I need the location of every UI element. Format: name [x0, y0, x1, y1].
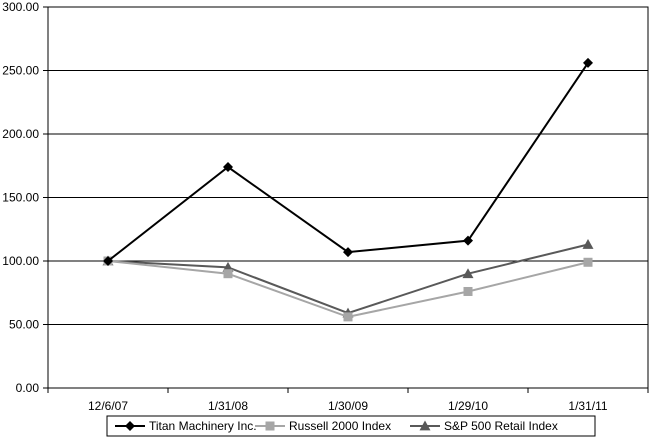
y-tick-label: 300.00: [2, 0, 39, 14]
axis-layer: 0.00 50.00 100.00 150.00 200.00 250.00 300.00 1…: [2, 0, 649, 413]
y-tick-label: 0.00: [16, 381, 40, 395]
legend-marker: [265, 421, 275, 431]
x-tick-label: 12/6/07: [88, 399, 128, 413]
y-tick-label: 250.00: [2, 64, 39, 78]
data-point: [223, 162, 233, 173]
data-point: [223, 269, 233, 279]
legend-label: Titan Machinery Inc.: [149, 419, 257, 433]
series-0: [103, 57, 593, 266]
data-point: [582, 238, 594, 249]
legend: Titan Machinery Inc. Russell 2000 Index S&…: [106, 415, 596, 437]
legend-entry: S&P 500 Retail Index: [410, 419, 558, 433]
data-point: [462, 268, 474, 279]
y-tick-label: 100.00: [2, 254, 39, 268]
legend-label: Russell 2000 Index: [289, 419, 391, 433]
legend-marker: [125, 421, 135, 431]
x-tick-label: 1/30/09: [328, 399, 368, 413]
legend-label: S&P 500 Retail Index: [444, 419, 558, 433]
data-point: [343, 312, 353, 322]
legend-entry: Russell 2000 Index: [255, 419, 391, 433]
x-tick-label: 1/31/11: [568, 399, 607, 413]
y-tick-label: 150.00: [2, 191, 39, 205]
legend-marker: [419, 420, 431, 431]
data-point: [463, 235, 473, 246]
data-point: [103, 256, 113, 266]
x-tick-label: 1/31/08: [208, 399, 248, 413]
series-line: [107, 62, 589, 262]
y-tick-label: 50.00: [9, 318, 39, 332]
legend-entry: Titan Machinery Inc.: [115, 419, 257, 433]
data-point: [343, 247, 353, 258]
data-point: [463, 286, 473, 296]
legend-box: [106, 415, 596, 437]
y-tick-label: 200.00: [2, 127, 39, 141]
data-point: [583, 257, 593, 267]
grid-layer: [48, 6, 648, 389]
series-layer: [102, 57, 594, 322]
data-point: [583, 57, 593, 68]
x-tick-label: 1/29/10: [448, 399, 488, 413]
